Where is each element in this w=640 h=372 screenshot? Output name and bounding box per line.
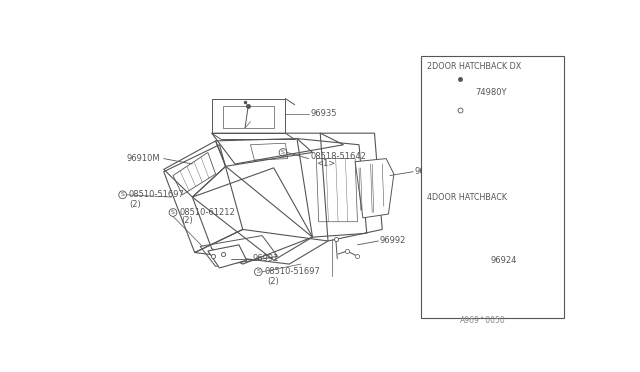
Text: S: S — [121, 192, 125, 197]
Text: 08510-51697: 08510-51697 — [129, 190, 185, 199]
Text: (2): (2) — [129, 199, 141, 209]
Text: A969^0050: A969^0050 — [460, 316, 506, 325]
Text: 2DOOR HATCHBACK DX: 2DOOR HATCHBACK DX — [428, 62, 522, 71]
Text: 96924: 96924 — [491, 256, 517, 265]
Text: S: S — [256, 269, 260, 274]
Text: 96910M: 96910M — [127, 154, 160, 163]
Text: 96913N: 96913N — [415, 167, 447, 176]
Text: (2): (2) — [180, 216, 193, 225]
Polygon shape — [208, 245, 246, 268]
Text: 08518-51642: 08518-51642 — [310, 152, 366, 161]
Text: S: S — [281, 150, 285, 155]
Text: S: S — [171, 210, 175, 215]
Text: 96992: 96992 — [380, 237, 406, 246]
Polygon shape — [355, 158, 394, 218]
Text: 08510-51697: 08510-51697 — [264, 267, 321, 276]
Text: 08510-61212: 08510-61212 — [179, 208, 235, 217]
Text: (2): (2) — [268, 276, 279, 286]
Text: 96991: 96991 — [252, 254, 278, 263]
Bar — [421, 56, 564, 318]
Text: <1>: <1> — [316, 160, 335, 169]
Text: 74980Y: 74980Y — [476, 88, 507, 97]
Text: 4DOOR HATCHBACK: 4DOOR HATCHBACK — [428, 193, 507, 202]
Text: 96935: 96935 — [310, 109, 337, 118]
